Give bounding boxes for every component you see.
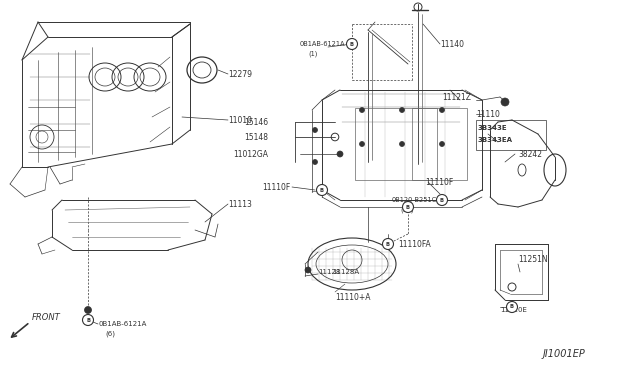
Circle shape xyxy=(440,141,445,147)
Text: B: B xyxy=(320,187,324,192)
Circle shape xyxy=(501,98,509,106)
Circle shape xyxy=(360,108,365,112)
Text: 12279: 12279 xyxy=(228,70,252,78)
Text: B: B xyxy=(510,305,514,310)
Text: 11113: 11113 xyxy=(228,199,252,208)
Text: 11121Z: 11121Z xyxy=(442,93,471,102)
Text: 15148: 15148 xyxy=(244,132,268,141)
Text: (1): (1) xyxy=(308,51,317,57)
Bar xyxy=(412,108,467,180)
Text: 11110F: 11110F xyxy=(262,183,290,192)
Text: (13): (13) xyxy=(400,207,413,213)
Circle shape xyxy=(383,238,394,250)
Text: 11110FA: 11110FA xyxy=(398,240,431,248)
Text: 11012GA: 11012GA xyxy=(233,150,268,158)
Circle shape xyxy=(403,202,413,212)
Circle shape xyxy=(312,160,317,164)
Text: B: B xyxy=(86,317,90,323)
Circle shape xyxy=(305,267,311,273)
Text: 11251N: 11251N xyxy=(518,256,548,264)
Text: 15146: 15146 xyxy=(244,118,268,126)
Text: 3B343E: 3B343E xyxy=(478,125,508,131)
Circle shape xyxy=(337,151,343,157)
Circle shape xyxy=(506,301,518,312)
Circle shape xyxy=(317,185,328,196)
Text: 11110F: 11110F xyxy=(425,177,453,186)
Text: 11110: 11110 xyxy=(476,109,500,119)
Text: 11110+A: 11110+A xyxy=(335,292,371,301)
Circle shape xyxy=(440,108,445,112)
Text: FRONT: FRONT xyxy=(32,312,61,321)
Text: 0B1AB-6121A: 0B1AB-6121A xyxy=(98,321,147,327)
Circle shape xyxy=(83,314,93,326)
Text: 11128A: 11128A xyxy=(332,269,359,275)
Text: JI1001EP: JI1001EP xyxy=(542,349,585,359)
Circle shape xyxy=(399,141,404,147)
Text: 0B1AB-6121A: 0B1AB-6121A xyxy=(300,41,346,47)
Text: 11010: 11010 xyxy=(228,115,252,125)
Text: 0B120-B251C: 0B120-B251C xyxy=(392,197,437,203)
Text: B: B xyxy=(406,205,410,209)
Text: 11128: 11128 xyxy=(318,269,340,275)
Bar xyxy=(476,120,546,150)
Circle shape xyxy=(360,141,365,147)
Text: 38242: 38242 xyxy=(518,150,542,158)
Text: 3B343EA: 3B343EA xyxy=(478,137,513,143)
Text: B: B xyxy=(386,241,390,247)
Text: B: B xyxy=(440,198,444,202)
Circle shape xyxy=(312,128,317,132)
Circle shape xyxy=(399,108,404,112)
Text: B: B xyxy=(350,42,354,46)
Bar xyxy=(355,108,437,180)
Text: 11140: 11140 xyxy=(440,39,464,48)
Circle shape xyxy=(84,307,92,314)
Text: 11110E: 11110E xyxy=(500,307,527,313)
Text: (6): (6) xyxy=(105,331,115,337)
Circle shape xyxy=(346,38,358,49)
Circle shape xyxy=(436,195,447,205)
